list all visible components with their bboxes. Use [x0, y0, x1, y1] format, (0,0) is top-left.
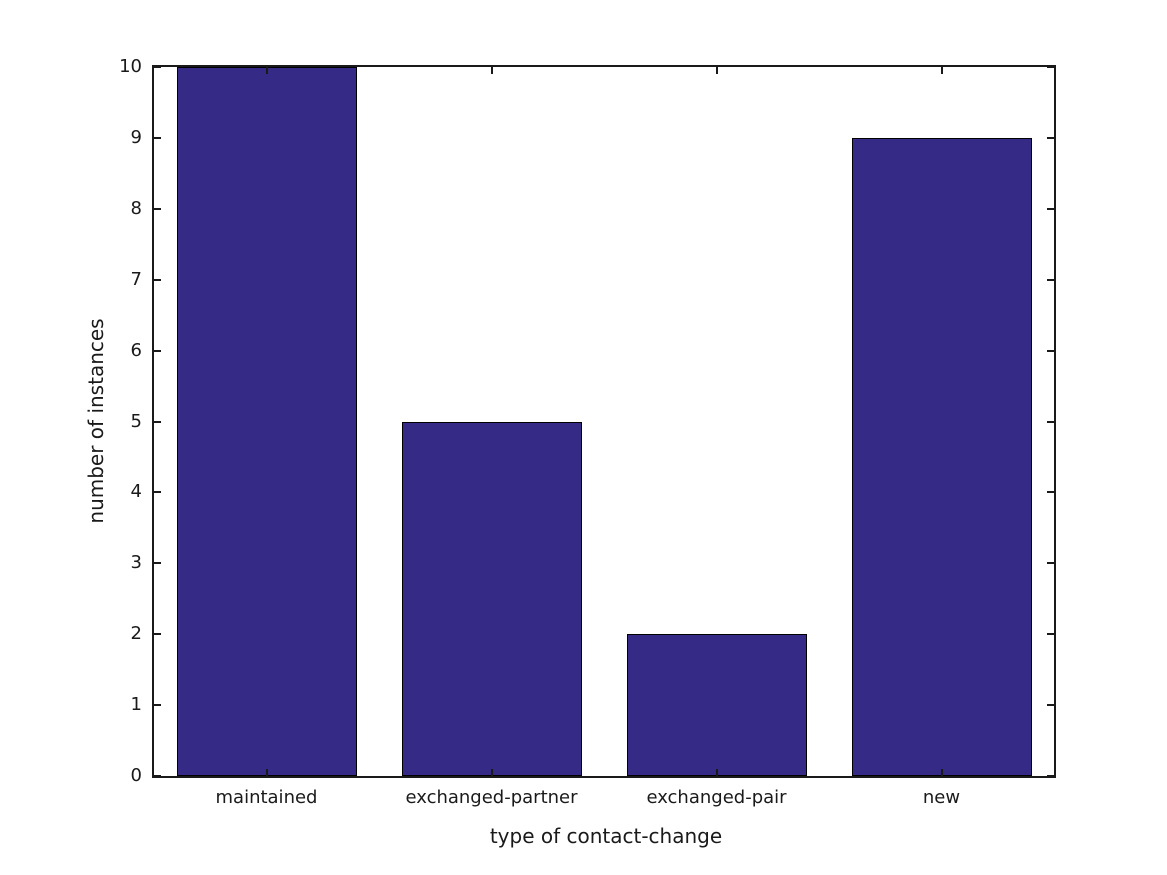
y-tick-right [1047, 775, 1054, 777]
y-tick-right [1047, 278, 1054, 281]
y-tick-left [154, 207, 161, 210]
bar-maintained [176, 67, 357, 776]
x-tick-label: maintained [215, 787, 318, 808]
y-tick-left [154, 775, 161, 777]
y-tick-left [154, 704, 161, 707]
y-tick-right [1047, 491, 1054, 494]
y-tick-left [154, 278, 161, 281]
y-tick-right [1047, 420, 1054, 423]
x-axis-label: type of contact-change [489, 824, 723, 848]
y-tick-label: 10 [119, 56, 142, 77]
x-tick-label: exchanged-pair [646, 787, 787, 808]
x-tick-top [940, 67, 943, 74]
bars-layer [154, 67, 1054, 776]
y-tick-label: 8 [130, 197, 142, 219]
y-tick-left [154, 562, 161, 565]
y-tick-left [154, 491, 161, 494]
bar-exchanged-partner [401, 421, 582, 776]
y-tick-right [1047, 66, 1054, 68]
x-tick-bottom [715, 769, 718, 776]
y-tick-right [1047, 633, 1054, 636]
y-tick-right [1047, 562, 1054, 565]
x-tick-label: exchanged-partner [405, 787, 578, 808]
y-tick-label: 3 [130, 552, 142, 574]
x-tick-top [490, 67, 493, 74]
y-tick-left [154, 66, 161, 68]
y-tick-left [154, 349, 161, 352]
x-tick-bottom [265, 769, 268, 776]
x-tick-label: new [922, 787, 961, 808]
x-tick-bottom [490, 769, 493, 776]
y-tick-label: 5 [130, 410, 142, 432]
x-tick-bottom [940, 769, 943, 776]
y-tick-label: 2 [130, 623, 142, 645]
y-tick-left [154, 633, 161, 636]
y-tick-label: 7 [130, 268, 142, 290]
y-tick-left [154, 420, 161, 423]
y-tick-right [1047, 349, 1054, 352]
bar-new [851, 137, 1032, 776]
y-tick-label: 6 [130, 339, 142, 361]
y-tick-right [1047, 136, 1054, 139]
plot-area [152, 65, 1056, 778]
y-tick-left [154, 136, 161, 139]
y-tick-label: 0 [130, 765, 142, 786]
y-tick-right [1047, 704, 1054, 707]
y-tick-label: 9 [130, 126, 142, 148]
ticks-layer [154, 66, 1054, 777]
x-tick-top [715, 67, 718, 74]
x-tick-top [265, 67, 268, 74]
y-tick-right [1047, 207, 1054, 210]
y-tick-label: 4 [130, 481, 142, 503]
y-tick-label: 1 [130, 694, 142, 716]
